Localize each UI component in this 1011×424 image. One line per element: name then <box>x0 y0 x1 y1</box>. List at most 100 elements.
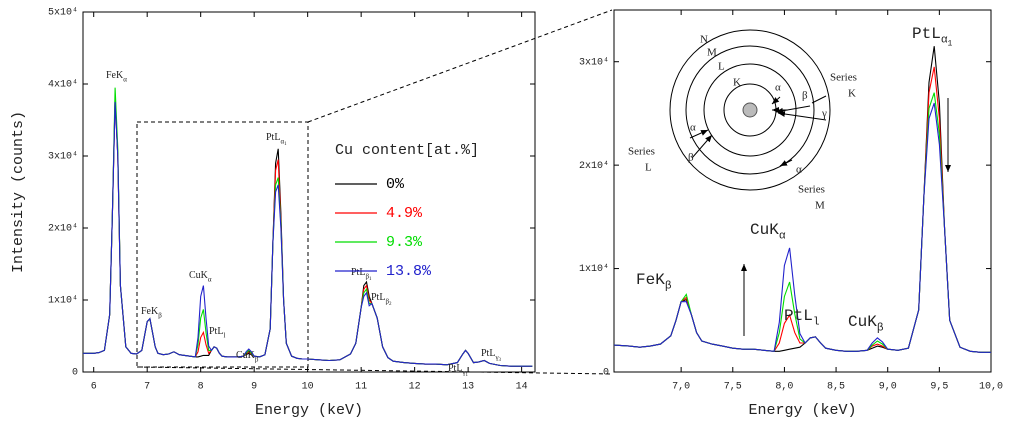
x-tick-label: 7,5 <box>724 382 742 393</box>
y-tick-label: 0 <box>72 368 78 379</box>
shell-label: L <box>718 61 725 73</box>
y-tick-label: 5x10⁴ <box>48 7 78 19</box>
y-tick-label: 0 <box>603 368 609 379</box>
shell-label: N <box>700 34 708 46</box>
peak-label-sub: α <box>208 275 212 283</box>
peak-label: PtLγ1 <box>448 363 469 378</box>
peak-label-sub2: 1 <box>948 40 953 49</box>
x-tick-label: 13 <box>462 382 474 393</box>
peak-label-main: PtL <box>912 25 941 43</box>
x-axis-title: Energy (keV) <box>255 402 363 419</box>
x-tick-label: 6 <box>91 382 97 393</box>
zoom-box <box>136 121 309 368</box>
peak-label: CuKβ <box>848 313 884 334</box>
line-label: α <box>775 82 781 94</box>
plot-frame <box>82 11 536 373</box>
series-label: K <box>848 88 856 100</box>
peak-label: PtLα1 <box>912 25 953 48</box>
legend-label: 0% <box>386 176 405 193</box>
legend-label: 13.8% <box>386 263 432 280</box>
peak-label-sub2: 2 <box>389 302 392 307</box>
peak-label-main: PtL <box>371 292 385 303</box>
zoom-line <box>307 9 613 123</box>
legend-label: 4.9% <box>386 205 423 222</box>
y-tick-label: 1x10⁴ <box>579 263 609 275</box>
plot-frame <box>613 9 992 373</box>
line-label: γ <box>821 108 827 120</box>
x-tick-label: 10 <box>302 382 314 393</box>
peak-label-sub: l <box>223 331 225 339</box>
y-tick-label: 3x10⁴ <box>579 56 609 68</box>
x-axis-title: Energy (keV) <box>748 402 856 419</box>
line-label: α <box>796 164 802 176</box>
x-tick-label: 9,0 <box>879 382 897 393</box>
peak-label-sub: l <box>813 317 820 329</box>
peak-label-sub: β <box>665 281 672 293</box>
peak-label-main: CuK <box>848 313 877 331</box>
series-label: Series <box>628 146 655 158</box>
peak-label-main: PtL <box>448 363 462 374</box>
line-label: β <box>688 152 694 164</box>
peak-label-sub: γ <box>461 368 465 376</box>
peak-label-sub2: 1 <box>284 142 287 147</box>
peak-label: PtLα1 <box>266 132 287 147</box>
inset-labels: N M L K α β γ α β α Series K Series L Se… <box>628 34 857 212</box>
x-tick-label: 7 <box>144 382 150 393</box>
peak-label-sub: β <box>365 272 369 280</box>
peak-label-sub: α <box>280 137 284 145</box>
legend-label: 9.3% <box>386 234 423 251</box>
peak-label-main: PtL <box>481 348 495 359</box>
y-tick-label: 2x10⁴ <box>579 160 609 172</box>
peak-label-sub: γ <box>494 353 498 361</box>
peak-label: PtLl <box>784 307 820 328</box>
peak-label-sub2: 3 <box>499 358 502 363</box>
peak-label-main: PtL <box>266 132 280 143</box>
x-tick-label: 11 <box>355 382 367 393</box>
peak-label-sub2: 1 <box>369 277 372 282</box>
peak-label-sub: α <box>123 75 127 83</box>
line-label: α <box>690 122 696 134</box>
y-tick-label: 1x10⁴ <box>48 295 78 307</box>
peak-label: PtLl <box>209 326 225 339</box>
y-tick-label: 3x10⁴ <box>48 151 78 163</box>
peak-label-main: PtL <box>784 307 813 325</box>
x-tick-label: 8,0 <box>775 382 793 393</box>
x-tick-label: 8,5 <box>827 382 845 393</box>
x-tick-label: 8 <box>198 382 204 393</box>
peak-label-sub: α <box>779 231 786 243</box>
peak-label: FeKα <box>106 70 127 83</box>
peak-label-main: FeK <box>636 271 665 289</box>
shell-label: M <box>707 47 717 59</box>
line-label: β <box>802 90 808 102</box>
peak-label-main: CuK <box>236 350 256 361</box>
x-tick-label: 12 <box>409 382 421 393</box>
x-tick-label: 9,5 <box>930 382 948 393</box>
peak-label-sub: β <box>385 297 389 305</box>
peak-label: CuKβ <box>236 350 259 363</box>
peak-label-sub: β <box>158 311 162 319</box>
x-tick-label: 14 <box>516 382 528 393</box>
peak-label: FeKβ <box>141 306 162 319</box>
shell-label: K <box>733 77 741 89</box>
x-tick-label: 9 <box>251 382 257 393</box>
peak-label: PtLβ1 <box>351 267 372 282</box>
peak-label: CuKα <box>750 221 786 242</box>
peak-label-main: PtL <box>351 267 365 278</box>
series-label: M <box>815 200 825 212</box>
y-tick-label: 2x10⁴ <box>48 223 78 235</box>
peak-label: CuKα <box>189 270 212 283</box>
peak-label-sub2: 1 <box>466 373 469 378</box>
series-label: Series <box>830 72 857 84</box>
legend-title: Cu content[at.%] <box>335 142 479 159</box>
y-tick-label: 4x10⁴ <box>48 79 78 91</box>
peak-label-main: FeK <box>106 70 124 81</box>
series-label: Series <box>798 184 825 196</box>
series-line <box>83 101 533 367</box>
zoom-line <box>136 366 613 375</box>
peak-label: PtLβ2 <box>371 292 392 307</box>
peak-label-main: CuK <box>750 221 779 239</box>
peak-label: PtLγ3 <box>481 348 502 363</box>
atom-inset <box>669 29 831 191</box>
series-line <box>613 102 991 353</box>
